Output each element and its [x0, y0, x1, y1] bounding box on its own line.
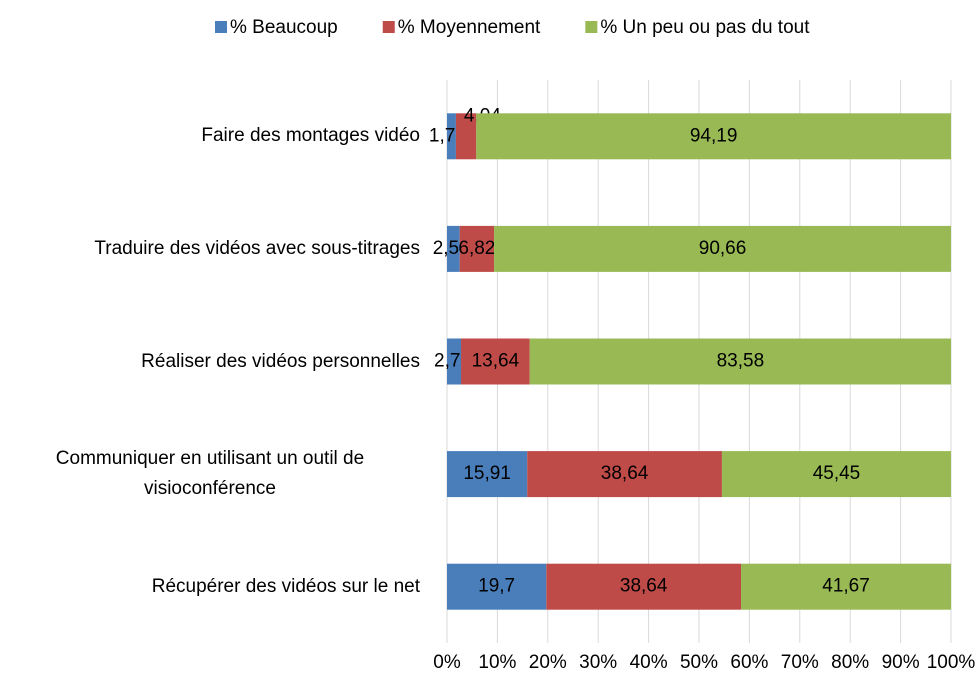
y-tick-label: Faire des montages vidéo: [201, 125, 420, 147]
bar-segment: [494, 225, 951, 272]
data-label: 83,58: [717, 351, 765, 372]
y-tick-label: Récupérer des vidéos sur le net: [151, 575, 420, 597]
bar-segment: [447, 563, 547, 610]
bar-segment: [447, 113, 456, 160]
x-tick-label: 20%: [529, 652, 567, 673]
bar-segment: [447, 225, 460, 272]
x-tick-label: 10%: [478, 652, 516, 673]
data-label: 41,67: [822, 576, 870, 597]
legend-swatch: [215, 21, 227, 33]
data-label: 6,82: [458, 238, 495, 259]
x-tick-label: 60%: [730, 652, 768, 673]
x-tick-label: 70%: [781, 652, 819, 673]
legend-swatch: [382, 21, 395, 33]
y-tick-label: Communiquer en utilisant un outil de vis…: [55, 448, 365, 500]
data-label: 38,64: [620, 576, 668, 597]
data-label: 45,45: [813, 463, 861, 484]
bar-segment: [455, 113, 477, 160]
bar-segment: [447, 451, 528, 498]
x-tick-label: 100%: [927, 652, 976, 673]
y-tick-label: Traduire des vidéos avec sous-titrages: [94, 237, 420, 259]
legend-label: % Un peu ou pas du tout: [600, 17, 810, 38]
bar-segment: [546, 563, 742, 610]
y-tick-label: Réaliser des vidéos personnelles: [141, 350, 420, 372]
bar-segment: [529, 338, 951, 385]
data-label: 15,91: [463, 463, 511, 484]
bar-segment: [461, 338, 530, 385]
bar-segment: [741, 563, 952, 610]
x-tick-label: 90%: [882, 652, 920, 673]
legend-label: % Moyennement: [398, 17, 541, 38]
x-tick-label: 30%: [579, 652, 617, 673]
x-tick-label: 80%: [831, 652, 869, 673]
x-tick-label: 40%: [630, 652, 668, 673]
x-tick-label: 0%: [433, 652, 461, 673]
bar-segment: [527, 451, 722, 498]
x-tick-label: 50%: [680, 652, 718, 673]
legend-label: % Beaucoup: [230, 17, 338, 38]
bar-segment: [721, 451, 951, 498]
data-label: 19,7: [478, 576, 515, 597]
bar-segment: [447, 338, 462, 385]
legend-swatch: [585, 21, 598, 33]
bar-segment: [476, 113, 951, 160]
data-label: 13,64: [472, 351, 520, 372]
data-label: 94,19: [690, 125, 738, 146]
data-label: 38,64: [601, 463, 649, 484]
data-label: 90,66: [699, 238, 747, 259]
bar-segment: [459, 225, 495, 272]
